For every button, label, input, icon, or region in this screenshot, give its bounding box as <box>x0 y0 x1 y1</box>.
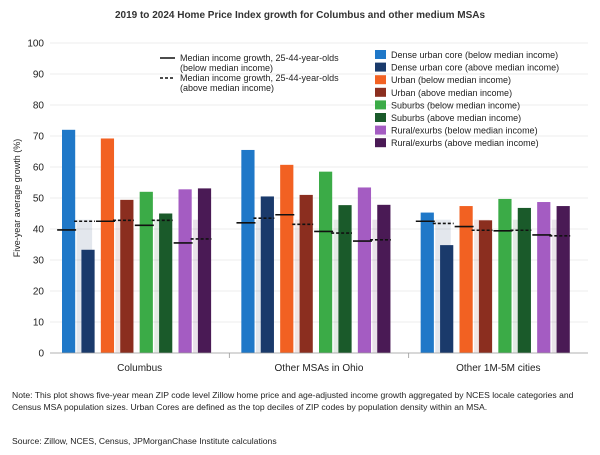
legend-label: Urban (below median income) <box>391 75 511 85</box>
bar <box>241 149 255 353</box>
bar <box>556 206 570 353</box>
y-tick-label: 60 <box>33 163 45 174</box>
legend-label: Suburbs (above median income) <box>391 113 521 123</box>
y-tick-label: 10 <box>33 318 45 329</box>
legend-swatch <box>375 125 386 135</box>
legend-income-label: (below median income) <box>180 63 273 73</box>
bar <box>517 207 531 353</box>
legend-swatch <box>375 62 386 72</box>
y-tick-label: 100 <box>27 39 44 50</box>
axis-layer: 0 10 20 30 40 50 60 70 80 90 100 Columbus Other MSAs… <box>27 39 588 374</box>
bar <box>377 204 391 353</box>
legend-swatch <box>375 138 386 148</box>
chart-title: 2019 to 2024 Home Price Index growth for… <box>114 10 486 21</box>
legend-layer: Median income growth, 25-44-year-olds(be… <box>160 50 559 148</box>
x-category-label: Other MSAs in Ohio <box>275 363 364 374</box>
bar <box>62 129 76 353</box>
legend-label: Rural/exurbs (below median income) <box>391 126 538 136</box>
bar <box>498 198 512 353</box>
bar <box>478 220 493 353</box>
bar-layer <box>62 129 570 353</box>
bar <box>319 171 333 353</box>
legend-label: Dense urban core (above median income) <box>391 63 559 73</box>
bar <box>440 245 454 353</box>
y-tick-label: 0 <box>38 349 44 360</box>
y-tick-label: 20 <box>33 287 45 298</box>
legend-swatch <box>375 75 386 85</box>
legend-swatch <box>375 100 386 110</box>
legend-income-label: Median income growth, 25-44-year-olds <box>180 53 339 63</box>
bar <box>280 164 294 353</box>
bar <box>159 213 173 353</box>
legend-income-label: Median income growth, 25-44-year-olds <box>180 73 339 83</box>
legend-swatch <box>375 87 386 97</box>
bar <box>459 206 473 353</box>
x-category-label: Columbus <box>117 363 162 374</box>
bar <box>100 138 115 353</box>
legend-swatch <box>375 113 386 122</box>
source-note: Source: Zillow, NCES, Census, JPMorganCh… <box>12 436 277 446</box>
legend-label: Rural/exurbs (above median income) <box>391 138 539 148</box>
bar <box>120 199 134 353</box>
y-tick-label: 80 <box>33 101 45 112</box>
bar <box>299 194 313 353</box>
bar <box>338 205 352 353</box>
bar <box>420 212 434 353</box>
bar <box>260 196 274 353</box>
y-tick-label: 40 <box>33 225 45 236</box>
y-tick-label: 50 <box>33 194 45 205</box>
income-layer <box>57 213 571 244</box>
legend-income-label: (above median income) <box>180 83 274 93</box>
bar <box>537 202 551 353</box>
bar <box>139 191 153 353</box>
x-category-label: Other 1M-5M cities <box>456 363 540 374</box>
legend-label: Suburbs (below median income) <box>391 100 520 110</box>
y-axis-label: Five-year average growth (%) <box>12 139 22 258</box>
legend-swatch <box>375 50 386 59</box>
legend-label: Urban (above median income) <box>391 88 512 98</box>
legend-label: Dense urban core (below median income) <box>391 50 558 60</box>
bar <box>197 188 212 353</box>
y-tick-label: 30 <box>33 256 45 267</box>
bar <box>81 249 95 353</box>
bar <box>357 187 372 353</box>
bar <box>178 189 192 353</box>
y-tick-label: 70 <box>33 132 45 143</box>
y-tick-label: 90 <box>33 70 45 81</box>
footnote: Note: This plot shows five-year mean ZIP… <box>12 390 574 412</box>
